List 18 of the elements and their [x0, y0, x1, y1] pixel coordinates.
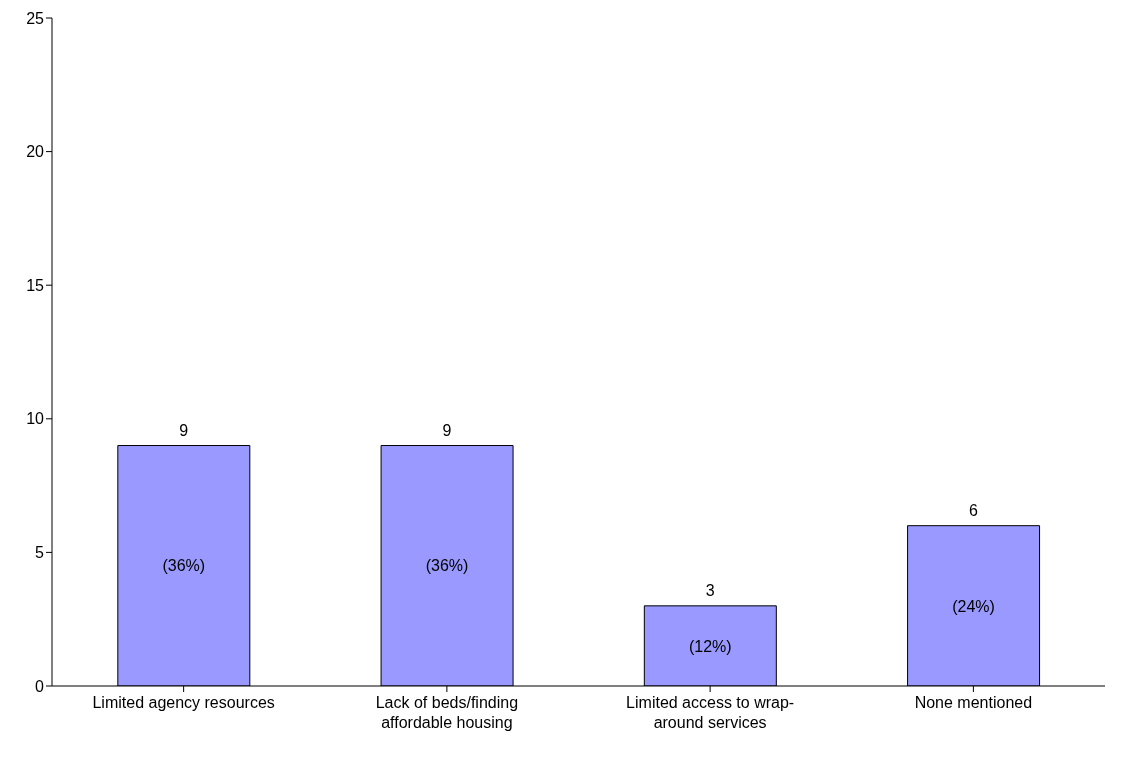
x-tick-label: Lack of beds/finding affordable housing: [375, 694, 519, 731]
data-label: 9: [179, 421, 189, 439]
y-tick-label: 5: [35, 544, 45, 562]
data-label: 6: [969, 501, 979, 519]
annotation: (36%): [162, 557, 206, 575]
x-tick-label: None mentioned: [914, 694, 1033, 711]
annotation: (24%): [952, 597, 995, 615]
x-tick-label: Limited agency resources: [92, 694, 275, 711]
y-tick-label: 20: [26, 143, 45, 161]
y-tick-label: 15: [26, 276, 45, 294]
annotation: (12%): [688, 637, 732, 655]
y-tick-label: 25: [26, 9, 45, 27]
x-tick-label: Limited access to wrap-around services: [626, 694, 795, 731]
y-tick-label: 10: [26, 410, 45, 428]
data-label: 9: [442, 421, 452, 439]
annotation: (36%): [425, 557, 469, 575]
y-tick-label: 0: [35, 677, 45, 695]
data-label: 3: [705, 581, 715, 599]
